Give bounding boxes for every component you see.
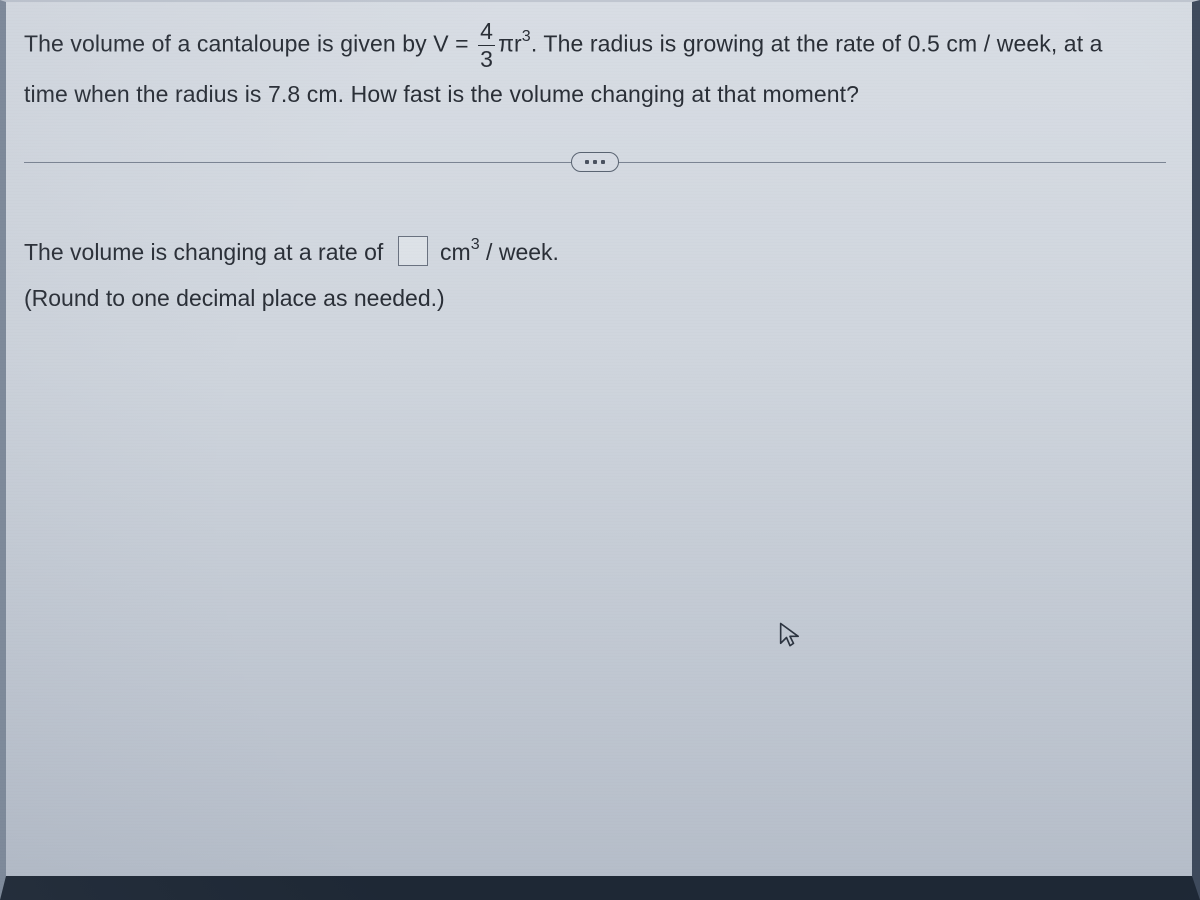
answer-area: The volume is changing at a rate of cm3 … [24, 229, 1166, 321]
section-divider [24, 151, 1166, 173]
dot-icon [601, 160, 605, 164]
question-part1: The volume of a cantaloupe is given by V… [24, 31, 475, 57]
rounding-hint: (Round to one decimal place as needed.) [24, 285, 445, 311]
question-part2: . The radius is growing at the rate of 0… [531, 31, 1103, 57]
r-exponent: 3 [522, 27, 531, 45]
fraction-denominator: 3 [478, 46, 495, 71]
expand-pill-button[interactable] [571, 152, 619, 172]
unit-cm: cm [440, 239, 471, 265]
cursor-arrow-icon [776, 620, 804, 648]
answer-prefix: The volume is changing at a rate of [24, 239, 383, 265]
question-line2: time when the radius is 7.8 cm. How fast… [24, 81, 859, 107]
pi-symbol: π [498, 31, 514, 57]
question-text: The volume of a cantaloupe is given by V… [24, 20, 1166, 117]
unit-exponent: 3 [471, 235, 480, 253]
r-variable: r [514, 31, 522, 57]
dot-icon [585, 160, 589, 164]
question-panel: The volume of a cantaloupe is given by V… [0, 0, 1200, 900]
dot-icon [593, 160, 597, 164]
unit-suffix: / week. [480, 239, 559, 265]
fraction-four-thirds: 4 3 [478, 20, 495, 71]
fraction-numerator: 4 [478, 20, 495, 45]
answer-input[interactable] [398, 236, 428, 266]
